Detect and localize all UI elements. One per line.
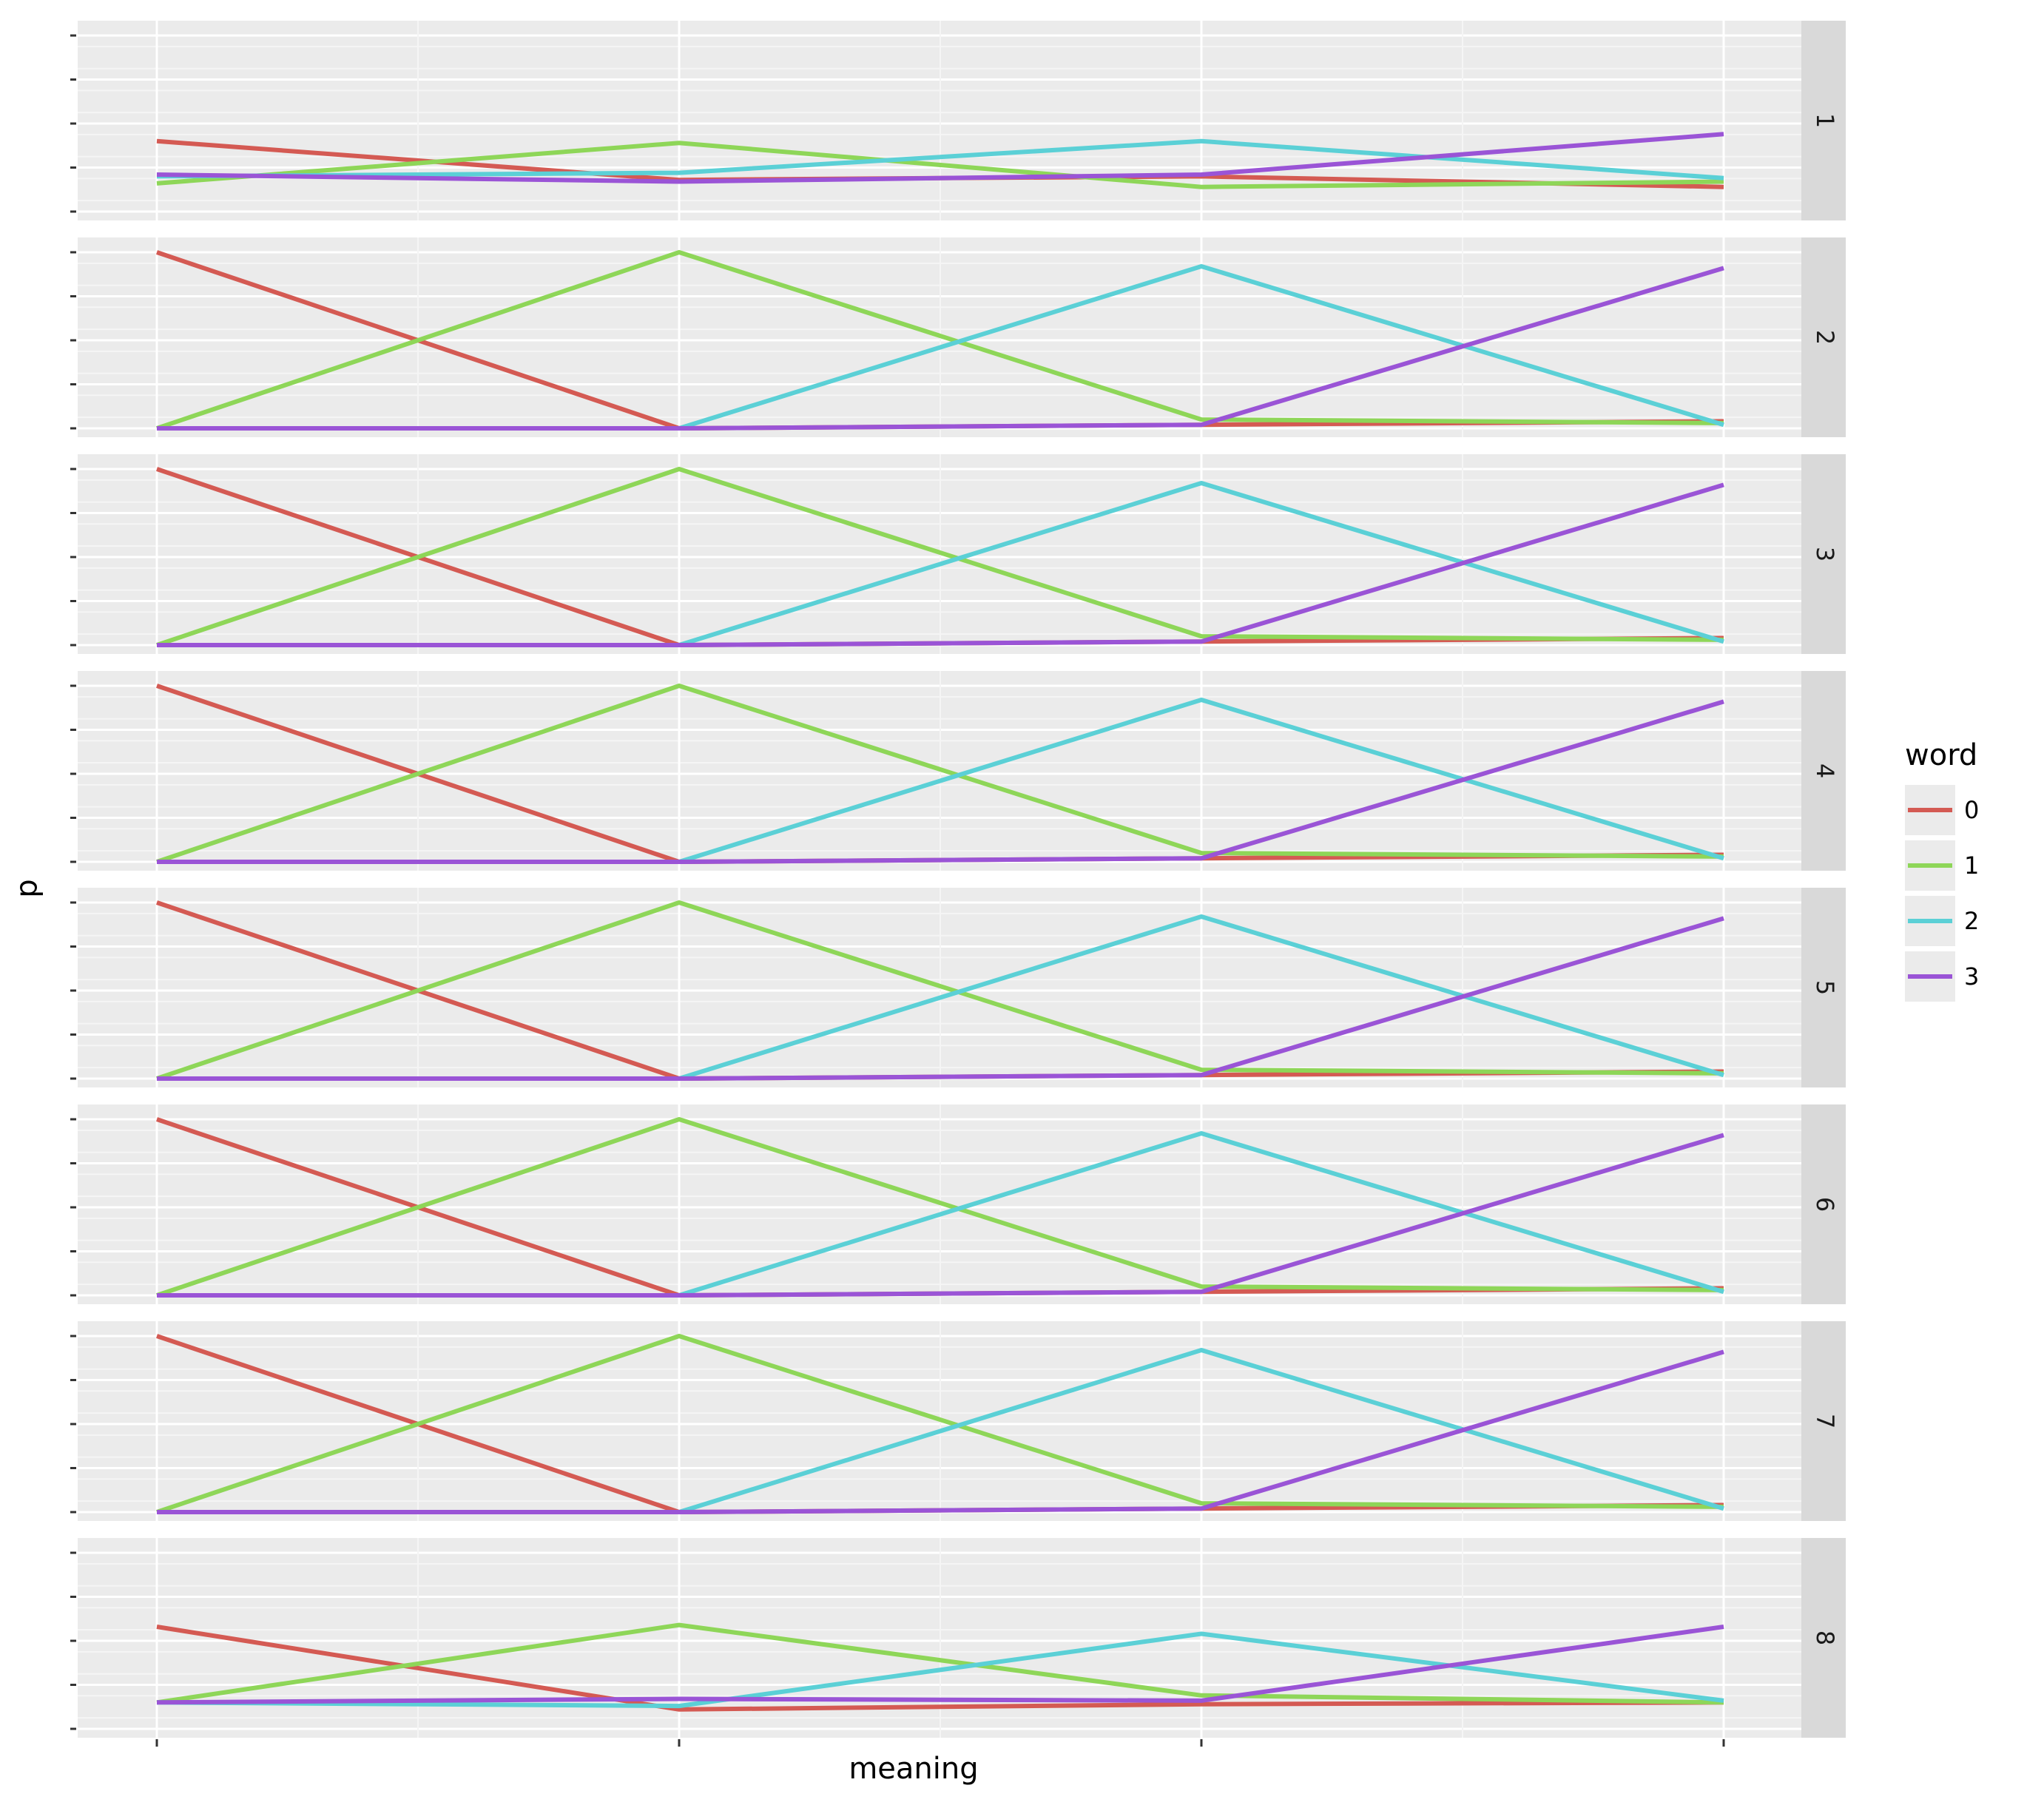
facet-strip	[1801, 888, 1846, 1087]
series-line-2	[156, 138, 1724, 181]
facet-strip-label: 2	[1811, 330, 1839, 345]
series-line-3	[156, 132, 1724, 184]
facet-strip-label: 8	[1811, 1630, 1839, 1645]
legend-item: 2	[1905, 893, 1979, 948]
legend-swatch	[1908, 863, 1952, 868]
series-line-2	[156, 1631, 1724, 1709]
series-line-1	[156, 1334, 1724, 1514]
facet-strip-label: 6	[1811, 1197, 1839, 1212]
facet-strip-label: 3	[1811, 547, 1839, 561]
legend-key	[1905, 951, 1955, 1002]
legend-label: 1	[1964, 851, 1980, 880]
facet-strip-label: 4	[1811, 763, 1839, 778]
facet-strip	[1801, 454, 1846, 654]
legend-swatch	[1908, 974, 1952, 979]
series-line-3	[157, 1349, 1724, 1514]
series-line-3	[156, 1625, 1724, 1705]
legend-label: 2	[1964, 906, 1980, 935]
legend: word 0 1 2 3	[1905, 736, 1979, 1004]
series-line-1	[156, 900, 1724, 1081]
legend-label: 0	[1964, 795, 1980, 824]
series-line-1	[156, 684, 1724, 864]
series-line-1	[156, 250, 1724, 431]
legend-item: 1	[1905, 837, 1979, 893]
facet-strip-label: 5	[1811, 980, 1839, 995]
legend-title: word	[1905, 738, 1978, 772]
facet-strip	[1801, 1104, 1846, 1304]
series-line-1	[156, 141, 1724, 189]
facet-strip	[1801, 1538, 1846, 1738]
legend-label: 3	[1964, 962, 1980, 991]
x-axis-label: meaning	[849, 1752, 979, 1786]
legend-item: 3	[1905, 948, 1979, 1004]
series-line-3	[157, 699, 1724, 864]
series-line-3	[157, 916, 1724, 1081]
series-line-0	[156, 1625, 1724, 1712]
series-line-3	[157, 482, 1724, 647]
legend-key	[1905, 784, 1955, 835]
series-line-1	[156, 1622, 1724, 1705]
y-axis-label: p	[10, 879, 44, 898]
series-line-3	[157, 1133, 1724, 1298]
facet-strip	[1801, 671, 1846, 871]
series-line-1	[156, 1117, 1724, 1298]
legend-swatch	[1908, 807, 1952, 812]
facet-strip	[1801, 21, 1846, 220]
facet-strip	[1801, 1321, 1846, 1521]
legend-item: 0	[1905, 782, 1979, 837]
facet-strip	[1801, 237, 1846, 437]
legend-key	[1905, 840, 1955, 891]
series-line-1	[156, 467, 1724, 647]
facet-strip-label: 7	[1811, 1414, 1839, 1428]
facet-strip-label: 1	[1811, 113, 1839, 128]
legend-swatch	[1908, 918, 1952, 923]
series-line-3	[157, 266, 1724, 431]
legend-key	[1905, 895, 1955, 946]
